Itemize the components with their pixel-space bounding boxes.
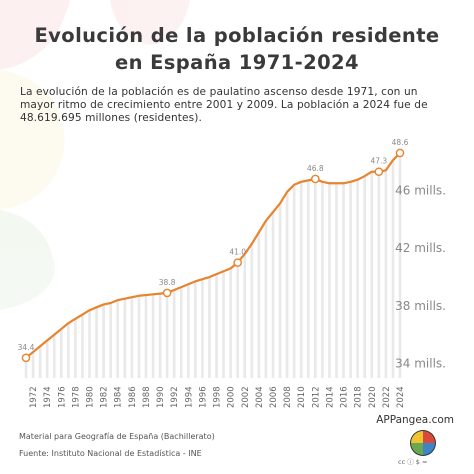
x-tick-label: 2016 (340, 386, 350, 408)
x-tick-label: 2012 (311, 386, 321, 408)
x-tick-label: 2018 (354, 386, 364, 408)
x-tick-label: 2006 (269, 386, 279, 408)
data-point-1991 (162, 288, 172, 298)
y-tick-label: 38 mills. (395, 299, 446, 313)
x-tick-label: 2022 (382, 386, 392, 408)
x-tick-label: 1982 (100, 386, 110, 408)
footer-source: Fuente: Instituto Nacional de Estadístic… (19, 449, 202, 458)
data-label-2024: 48.6 (392, 138, 409, 147)
x-tick-label: 2008 (283, 386, 293, 408)
x-tick-label: 1980 (86, 386, 96, 408)
x-tick-label: 1990 (156, 386, 166, 408)
title-line-1: Evolución de la población residente (34, 24, 440, 47)
x-tick-label: 1974 (43, 386, 53, 408)
x-tick-label: 1992 (170, 386, 180, 408)
data-label-2001: 41.0 (229, 248, 246, 257)
footer-material: Material para Geografía de España (Bachi… (19, 432, 215, 441)
chart-title: Evolución de la población residente en E… (0, 22, 474, 76)
puzzle-logo-icon (410, 430, 436, 456)
x-tick-label: 2020 (368, 386, 378, 408)
brand-link[interactable]: APPangea.com (376, 414, 454, 426)
description-line-1: La evolución de la población es de paula… (20, 86, 418, 98)
data-label-1971: 34.4 (18, 343, 35, 352)
x-tick-label: 2002 (241, 386, 251, 408)
x-tick-label: 1976 (57, 386, 67, 408)
x-tick-label: 1984 (114, 386, 124, 408)
data-label-1991: 38.8 (159, 278, 176, 287)
title-line-2: en España 1971-2024 (114, 51, 359, 74)
x-tick-label: 2014 (325, 386, 335, 408)
x-tick-label: 1998 (213, 386, 223, 408)
x-tick-label: 2004 (255, 386, 265, 408)
x-tick-label: 2010 (297, 386, 307, 408)
x-tick-label: 2024 (396, 386, 406, 408)
description-line-3: 48.619.695 millones (residentes). (20, 112, 202, 124)
y-tick-label: 42 mills. (395, 241, 446, 255)
description-line-2: mayor ritmo de crecimiento entre 2001 y … (20, 99, 428, 111)
x-tick-label: 1994 (184, 386, 194, 408)
license-icons: cc ⓘ $ = (398, 458, 428, 466)
y-tick-label: 46 mills. (395, 183, 446, 197)
x-tick-label: 1978 (71, 386, 81, 408)
x-tick-label: 1972 (29, 386, 39, 408)
x-tick-label: 2000 (227, 386, 237, 408)
x-tick-label: 1996 (198, 386, 208, 408)
x-tick-label: 1986 (128, 386, 138, 408)
data-point-2021 (374, 167, 384, 177)
data-point-2001 (233, 258, 242, 267)
population-series-line (24, 151, 402, 359)
data-point-2024 (395, 148, 405, 158)
data-point-2012 (311, 174, 320, 184)
data-label-2012: 46.8 (307, 164, 324, 173)
data-point-1971 (21, 353, 31, 363)
data-label-2021: 47.3 (370, 157, 387, 166)
y-tick-label: 34 mills. (395, 357, 446, 371)
chart-description: La evolución de la población es de paula… (20, 86, 460, 125)
x-tick-label: 1988 (142, 386, 152, 408)
